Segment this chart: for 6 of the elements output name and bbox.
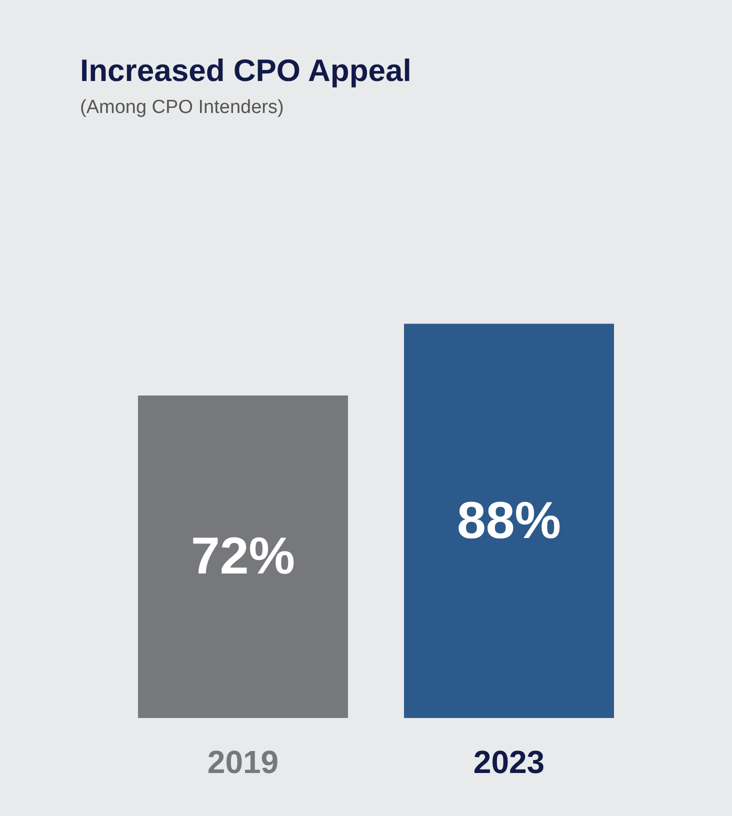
chart-title: Increased CPO Appeal [80,53,412,88]
data-label: 88% [456,492,562,550]
data-label: 72% [190,528,296,586]
x-tick-label: 2019 [207,744,279,780]
x-tick-label: 2023 [473,744,545,780]
chart-subtitle: (Among CPO Intenders) [80,97,284,118]
